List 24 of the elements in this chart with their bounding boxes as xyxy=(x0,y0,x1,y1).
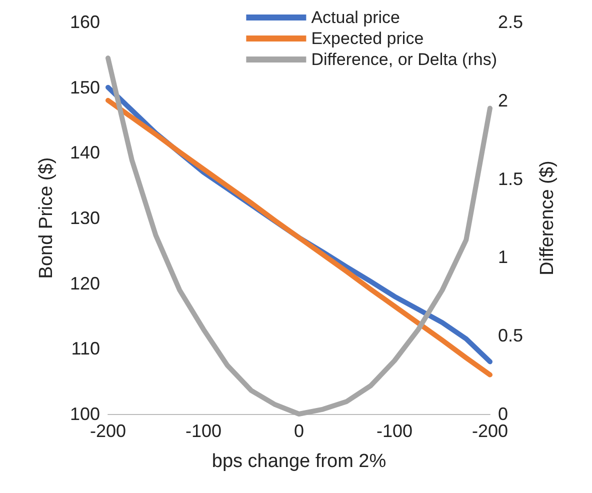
x-tick-label: 0 xyxy=(294,421,304,441)
legend-label: Actual price xyxy=(311,8,400,27)
x-tick-label: -100 xyxy=(376,421,413,441)
x-tick-label: -200 xyxy=(472,421,508,441)
y-tick-label: 160 xyxy=(70,12,100,32)
y-tick-label: 130 xyxy=(70,208,100,228)
y2-tick-label: 0 xyxy=(498,404,508,424)
legend-label: Expected price xyxy=(311,29,424,48)
y-axis-title: Bond Price ($) xyxy=(36,157,57,279)
legend-label: Difference, or Delta (rhs) xyxy=(311,50,498,69)
y-tick-label: 150 xyxy=(70,77,100,98)
y-tick-label: 100 xyxy=(70,404,100,424)
x-axis-title: bps change from 2% xyxy=(212,451,386,472)
y2-tick-label: 2 xyxy=(498,90,508,110)
y2-tick-label: 1.5 xyxy=(498,168,524,189)
y2-axis-title: Difference ($) xyxy=(537,160,558,276)
y2-tick-label: 2.5 xyxy=(498,12,524,32)
x-tick-label: -200 xyxy=(90,421,126,441)
y2-tick-label: 0.5 xyxy=(498,326,524,346)
y-tick-label: 110 xyxy=(71,338,100,359)
x-tick-label: -100 xyxy=(185,421,222,441)
y-tick-label: 140 xyxy=(70,142,100,163)
y-tick-label: 120 xyxy=(70,273,100,294)
y2-tick-label: 1 xyxy=(498,247,508,268)
